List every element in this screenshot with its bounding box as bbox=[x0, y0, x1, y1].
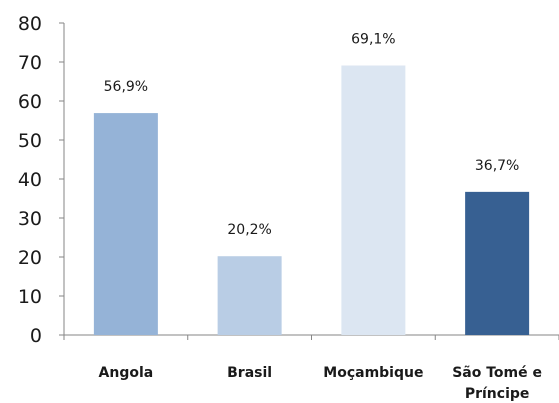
data-labels: 56,9% 20,2% 69,1% 36,7% bbox=[104, 32, 520, 239]
y-tick-label: 20 bbox=[18, 247, 42, 269]
bar bbox=[465, 191, 530, 335]
bar bbox=[217, 256, 282, 335]
y-tick-label: 0 bbox=[30, 325, 42, 347]
bar bbox=[341, 65, 406, 335]
y-tick-label: 30 bbox=[18, 208, 42, 230]
data-label: 20,2% bbox=[227, 222, 271, 238]
x-axis bbox=[63, 334, 559, 340]
y-tick-label: 10 bbox=[18, 286, 42, 308]
y-tick-label: 80 bbox=[18, 13, 42, 35]
category-label: Brasil bbox=[227, 365, 272, 381]
bar bbox=[93, 113, 158, 335]
data-label: 56,9% bbox=[104, 79, 148, 95]
data-label: 69,1% bbox=[351, 32, 395, 48]
y-tick-label: 40 bbox=[18, 169, 42, 191]
y-tick-label: 70 bbox=[18, 52, 42, 74]
y-axis: 0 10 20 30 40 50 60 70 80 bbox=[18, 13, 65, 347]
category-label: São Tomé e Príncipe bbox=[452, 365, 542, 402]
category-label: Angola bbox=[99, 365, 154, 381]
category-label: Moçambique bbox=[323, 365, 423, 381]
category-labels: Angola Brasil Moçambique São Tomé e Príncipe bbox=[99, 365, 542, 402]
y-tick-label: 60 bbox=[18, 91, 42, 113]
y-tick-label: 50 bbox=[18, 130, 42, 152]
bars bbox=[93, 65, 530, 335]
data-label: 36,7% bbox=[475, 158, 519, 174]
